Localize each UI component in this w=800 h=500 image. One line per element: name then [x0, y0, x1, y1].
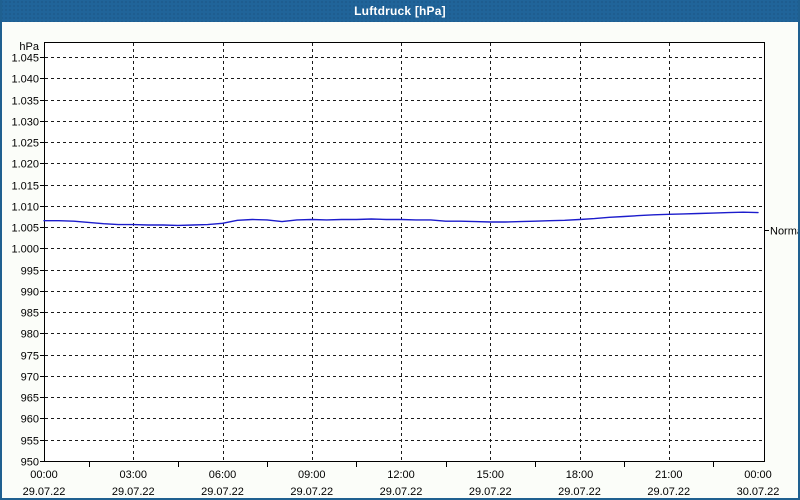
svg-text:18:00: 18:00 [566, 469, 594, 481]
svg-text:29.07.22: 29.07.22 [23, 486, 66, 498]
svg-text:03:00: 03:00 [119, 469, 147, 481]
svg-text:00:00: 00:00 [30, 469, 58, 481]
svg-text:09:00: 09:00 [298, 469, 326, 481]
svg-text:1.035: 1.035 [11, 96, 39, 108]
window-titlebar[interactable]: Luftdruck [hPa] [2, 0, 798, 22]
svg-text:990: 990 [21, 287, 39, 299]
svg-text:1.000: 1.000 [11, 244, 39, 256]
svg-text:29.07.22: 29.07.22 [112, 486, 155, 498]
svg-text:Normal: Normal [770, 226, 800, 238]
svg-text:29.07.22: 29.07.22 [647, 486, 690, 498]
svg-text:1.045: 1.045 [11, 53, 39, 65]
svg-text:30.07.22: 30.07.22 [737, 486, 780, 498]
svg-text:29.07.22: 29.07.22 [290, 486, 333, 498]
svg-text:960: 960 [21, 414, 39, 426]
svg-text:29.07.22: 29.07.22 [558, 486, 601, 498]
svg-text:995: 995 [21, 266, 39, 278]
svg-text:1.015: 1.015 [11, 181, 39, 193]
svg-text:hPa: hPa [19, 41, 39, 53]
svg-text:29.07.22: 29.07.22 [380, 486, 423, 498]
svg-text:1.005: 1.005 [11, 223, 39, 235]
svg-text:1.030: 1.030 [11, 117, 39, 129]
svg-text:1.010: 1.010 [11, 202, 39, 214]
svg-text:1.040: 1.040 [11, 74, 39, 86]
svg-text:955: 955 [21, 436, 39, 448]
pressure-chart-svg: 1.045 1.040 1.035 1.030 1.025 1.020 1.015 1.010… [11, 41, 800, 498]
window-title: Luftdruck [hPa] [354, 4, 446, 18]
svg-text:970: 970 [21, 372, 39, 384]
svg-text:06:00: 06:00 [209, 469, 237, 481]
svg-text:985: 985 [21, 308, 39, 320]
svg-text:1.020: 1.020 [11, 159, 39, 171]
svg-text:21:00: 21:00 [655, 469, 683, 481]
svg-text:975: 975 [21, 351, 39, 363]
svg-text:965: 965 [21, 393, 39, 405]
svg-text:12:00: 12:00 [387, 469, 415, 481]
svg-text:950: 950 [21, 457, 39, 469]
svg-text:29.07.22: 29.07.22 [469, 486, 512, 498]
svg-text:00:00: 00:00 [744, 469, 772, 481]
svg-text:980: 980 [21, 329, 39, 341]
chart-area: 1.045 1.040 1.035 1.030 1.025 1.020 1.015 1.010… [4, 22, 800, 498]
svg-text:29.07.22: 29.07.22 [201, 486, 244, 498]
svg-text:15:00: 15:00 [476, 469, 504, 481]
svg-text:1.025: 1.025 [11, 138, 39, 150]
